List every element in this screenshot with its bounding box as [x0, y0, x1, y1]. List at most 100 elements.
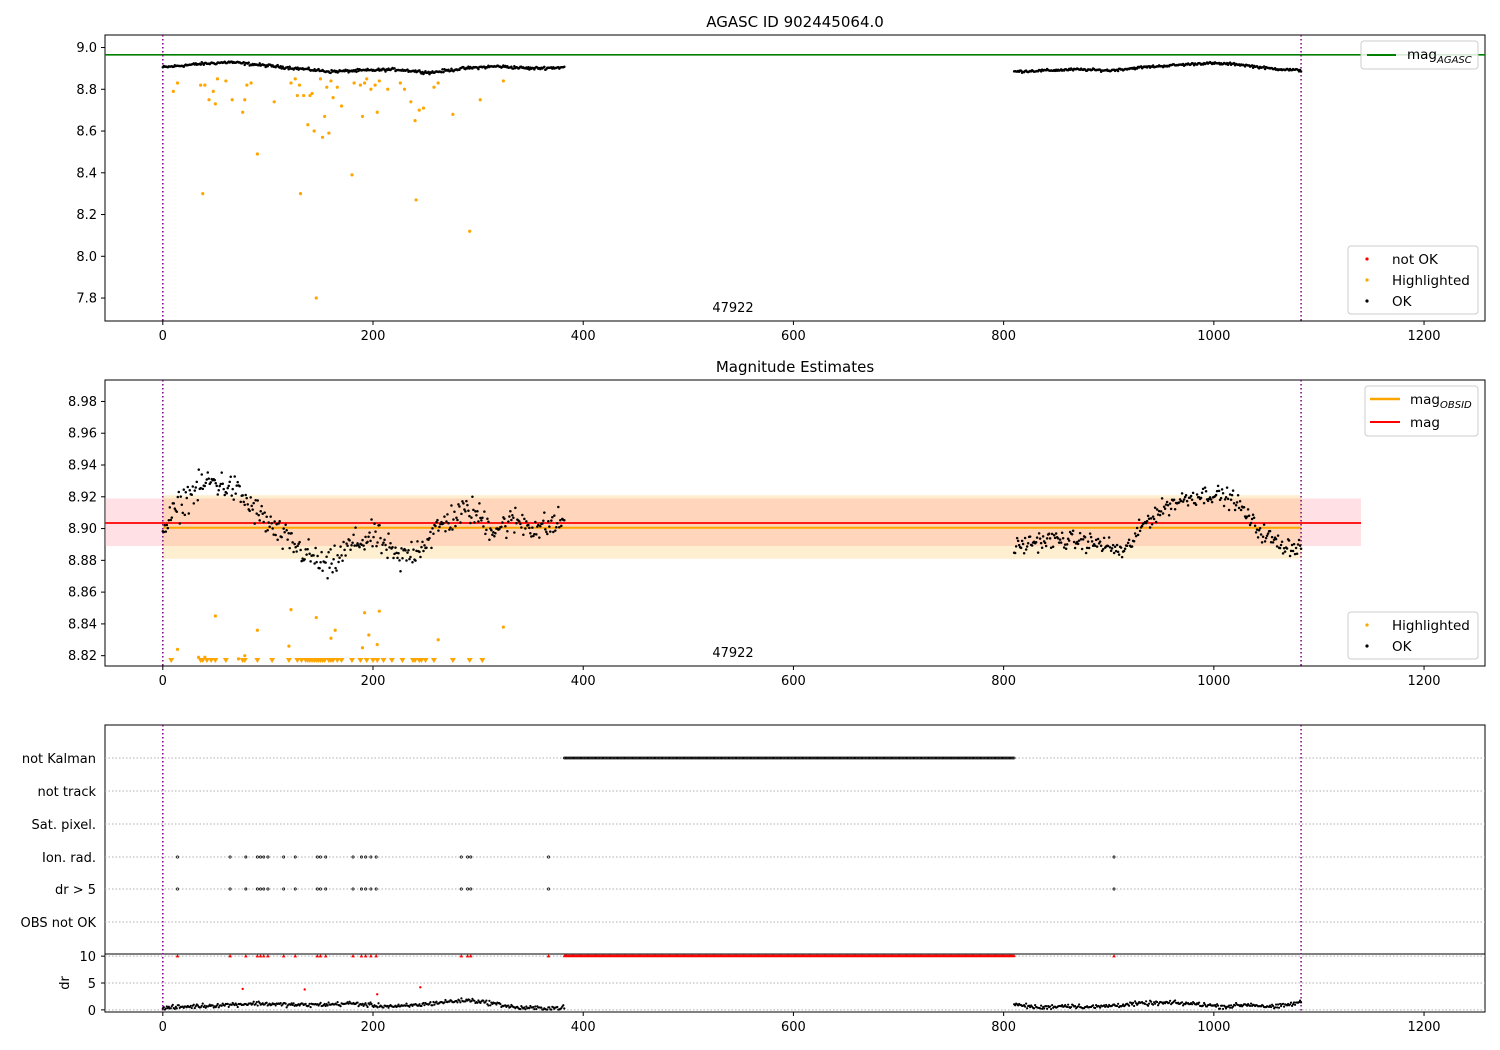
p2-ok-point — [1076, 542, 1080, 546]
p2-ok-point — [1269, 540, 1273, 544]
p2-ok-point — [271, 527, 274, 530]
p2-ok-point — [504, 524, 507, 528]
p2-ok-point — [1165, 500, 1169, 504]
p2-ok-point — [1093, 544, 1097, 547]
p2-ok-point — [1289, 549, 1293, 553]
p1-highlighted-point — [318, 77, 323, 81]
dr-point — [1174, 999, 1177, 1002]
p2-ok-point — [446, 513, 449, 516]
p2-ok-point — [1070, 532, 1074, 536]
p2-ok-point — [466, 503, 469, 507]
p1-ok-point — [286, 65, 289, 69]
dr-point — [1168, 1001, 1171, 1004]
p2-ok-point — [1064, 547, 1068, 550]
p1-ok-point — [384, 70, 387, 73]
p1-highlighted-point — [339, 104, 344, 108]
p1-highlighted-point — [432, 85, 436, 89]
p2-highlighted-below-marker — [208, 658, 215, 663]
p2-ok-point — [1245, 515, 1249, 518]
p2-ok-point — [1276, 534, 1280, 537]
p1-highlighted-point — [310, 91, 314, 96]
p2-ok-point — [545, 530, 548, 534]
p2-ok-point — [429, 530, 432, 534]
dr-point — [173, 1007, 176, 1010]
p1-highlighted-point — [363, 81, 367, 85]
p2-highlighted-below-marker — [449, 658, 456, 663]
p2-ytick-label: 8.82 — [68, 649, 97, 664]
p2-ok-point — [473, 521, 476, 524]
dr-point — [211, 1004, 214, 1007]
flag-point — [1112, 887, 1116, 891]
p2-ok-point — [1208, 496, 1212, 499]
dr-capped-marker — [546, 954, 551, 958]
p2-ok-point — [1298, 544, 1302, 547]
dr-point — [404, 1004, 407, 1007]
p2-ok-point — [1279, 543, 1283, 547]
p1-ok-point — [281, 65, 284, 68]
p1-ok-point — [442, 70, 445, 74]
p2-ok-point — [505, 536, 508, 540]
p2-ok-point — [1272, 538, 1276, 542]
p2-highlighted-below-marker — [479, 658, 486, 663]
p2-ok-point — [254, 498, 257, 502]
flag-point — [360, 855, 363, 859]
p2-ok-point — [1270, 535, 1274, 539]
flag-point — [259, 855, 263, 859]
p2-ok-point — [227, 484, 230, 488]
p2-ok-point — [1051, 545, 1055, 549]
p2-ok-point — [266, 529, 269, 532]
p2-ok-point — [528, 526, 531, 530]
dr-point — [377, 1002, 380, 1005]
p2-ok-point — [1202, 501, 1206, 505]
flag-point — [259, 887, 263, 891]
p1-highlighted-point — [358, 83, 362, 87]
p2-ok-point — [185, 496, 189, 500]
p1-highlighted-point — [211, 89, 215, 93]
p2-ok-point — [1089, 535, 1093, 539]
flag-point — [469, 855, 473, 859]
p2-ok-point — [437, 529, 440, 532]
p1-ok-point — [263, 63, 266, 67]
dr-point — [252, 1000, 255, 1003]
dr-ytick-label: 0 — [88, 1004, 96, 1019]
flag-point — [324, 855, 328, 859]
p2-ok-point — [1127, 538, 1131, 542]
p1-highlighted-point — [295, 93, 299, 98]
p2-highlighted-below-marker — [418, 658, 425, 663]
p2-ok-point — [1274, 537, 1278, 541]
p2-ok-point — [430, 546, 433, 550]
p2-ok-point — [321, 569, 324, 573]
p2-ok-point — [486, 517, 489, 521]
p2-ok-point — [1016, 539, 1020, 543]
p1-xtick-label: 1000 — [1197, 329, 1230, 344]
p2-ok-point — [190, 493, 194, 496]
flag-point — [266, 855, 270, 859]
p1-ok-point — [1228, 61, 1232, 64]
flag-point — [351, 887, 355, 891]
dr-point — [1282, 1005, 1286, 1008]
dr-point — [533, 1007, 536, 1011]
dr-point — [1094, 1006, 1097, 1010]
p2-ok-point — [1295, 552, 1299, 555]
panel-agasc: AGASC ID 902445064.0 7.8 8.0 8.2 8.4 8.6 8.8 9… — [76, 13, 1486, 344]
p2-ok-point — [1283, 550, 1287, 553]
p1-highlighted-point — [312, 129, 316, 133]
p2-ok-point — [1190, 498, 1194, 501]
dr-point — [376, 1006, 379, 1009]
legend2-label-ok: OK — [1392, 639, 1413, 655]
p2-ok-point — [1288, 554, 1292, 558]
p2-ok-point — [459, 521, 462, 524]
p2-ok-point — [246, 503, 249, 506]
p2-highlighted-point — [436, 638, 440, 642]
p2-ok-point — [1101, 547, 1105, 551]
dr-point — [361, 1002, 364, 1005]
dr-capped-marker — [228, 954, 232, 958]
p2-ok-point — [1066, 537, 1070, 540]
dr-point — [423, 1004, 426, 1007]
dr-capped-marker — [258, 954, 263, 958]
p2-ok-point — [192, 502, 196, 505]
p2-ok-point — [350, 543, 353, 547]
p2-ok-point — [204, 481, 207, 485]
dr-point — [1147, 1004, 1150, 1007]
